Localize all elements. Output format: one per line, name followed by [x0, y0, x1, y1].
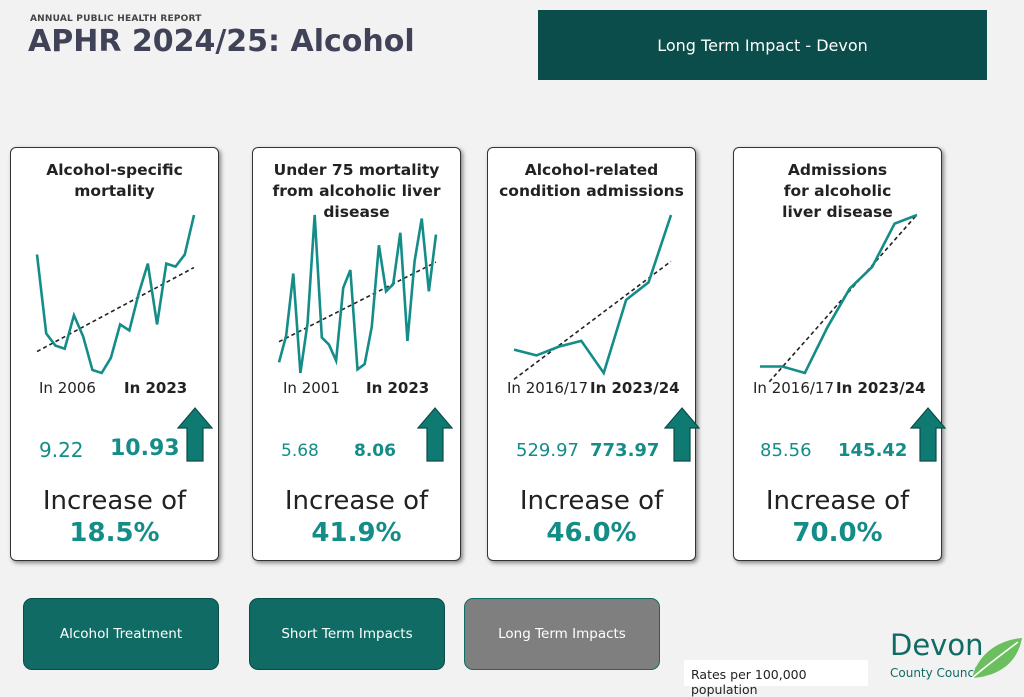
end-value: 773.97: [590, 440, 660, 461]
start-value: 9.22: [39, 438, 84, 462]
series-line: [35, 214, 196, 375]
increase-value: 70.0%: [792, 518, 883, 548]
leaf-icon: [971, 638, 1022, 679]
devon-logo: Devon County Council: [890, 628, 1022, 684]
period-end-label: In 2023: [124, 379, 188, 397]
increase-label: Increase of: [284, 486, 429, 516]
card-title: Alcohol-related condition admissions: [499, 161, 684, 200]
increase-value: 46.0%: [546, 518, 637, 548]
increase-label: Increase of: [519, 486, 664, 516]
up-arrow-icon: [417, 407, 453, 462]
card-title: Under 75 mortality from alcoholic liver …: [272, 161, 441, 221]
trend-sparkline: [35, 214, 196, 375]
up-arrow-icon: [177, 407, 213, 462]
trend-line: [278, 261, 437, 343]
trend-sparkline: [277, 214, 438, 374]
trend-line: [513, 260, 672, 380]
end-value: 10.93: [110, 436, 180, 461]
card-alcoholic-liver-admissions: Admissions for alcoholic liver disease I…: [733, 147, 946, 561]
short-term-impacts-button[interactable]: Short Term Impacts: [249, 598, 445, 670]
period-end-label: In 2023: [366, 379, 430, 397]
logo-wordmark: Devon: [890, 628, 984, 662]
card-alcohol-related-admissions: Alcohol-related condition admissions In …: [487, 147, 700, 561]
series-line: [760, 213, 918, 375]
card-alcohol-specific-mortality: Alcohol-specific mortality In 2006 In 20…: [10, 147, 219, 561]
period-end-label: In 2023/24: [836, 379, 926, 397]
card-under-75-liver-mortality: Under 75 mortality from alcoholic liver …: [252, 147, 461, 561]
period-start-label: In 2016/17: [753, 379, 835, 397]
card-title: Admissions for alcoholic liver disease: [782, 161, 893, 221]
up-arrow-icon: [664, 407, 700, 462]
increase-value: 41.9%: [311, 518, 402, 548]
period-start-label: In 2001: [283, 379, 340, 397]
trend-line: [36, 266, 195, 353]
increase-label: Increase of: [42, 486, 187, 516]
logo-subtitle: County Council: [890, 666, 981, 680]
long-term-impacts-button[interactable]: Long Term Impacts: [464, 598, 660, 670]
report-label: ANNUAL PUBLIC HEALTH REPORT: [30, 14, 202, 24]
alcohol-treatment-button[interactable]: Alcohol Treatment: [23, 598, 219, 670]
increase-label: Increase of: [765, 486, 910, 516]
period-start-label: In 2006: [39, 379, 96, 397]
end-value: 8.06: [354, 441, 396, 461]
rates-footnote: Rates per 100,000 population: [684, 660, 868, 697]
trend-sparkline: [760, 213, 918, 383]
up-arrow-icon: [910, 407, 946, 462]
series-line: [277, 214, 438, 374]
start-value: 5.68: [281, 441, 319, 461]
period-end-label: In 2023/24: [590, 379, 680, 397]
series-line: [513, 214, 673, 376]
card-title: Alcohol-specific mortality: [46, 161, 183, 200]
period-start-label: In 2016/17: [507, 379, 589, 397]
trend-sparkline: [513, 214, 673, 380]
trend-line: [767, 214, 918, 383]
start-value: 529.97: [516, 440, 579, 461]
start-value: 85.56: [760, 440, 812, 461]
end-value: 145.42: [838, 440, 908, 461]
section-banner: Long Term Impact - Devon: [538, 10, 987, 80]
page-title: APHR 2024/25: Alcohol: [28, 24, 415, 59]
increase-value: 18.5%: [69, 518, 160, 548]
